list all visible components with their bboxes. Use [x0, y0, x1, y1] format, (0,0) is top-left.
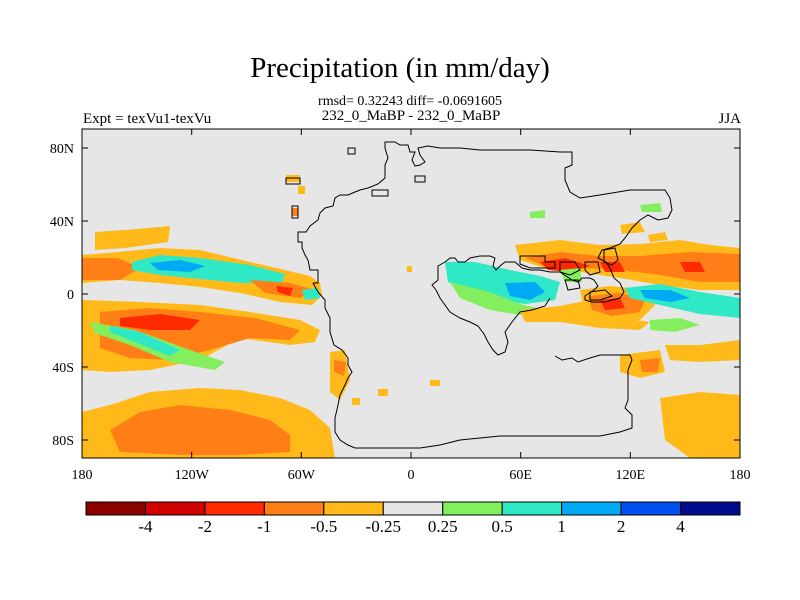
plot-subtitle: rmsd= 0.32243 diff= -0.0691605 — [318, 94, 502, 109]
colorbar-swatch — [680, 501, 741, 516]
x-tick-label: 120W — [175, 468, 210, 483]
y-axis — [82, 147, 740, 441]
x-axis — [81, 129, 741, 458]
y-tick-label: 0 — [67, 288, 74, 303]
anomaly-patch — [430, 380, 440, 386]
anomaly-patch — [407, 266, 412, 272]
colorbar-label: -4 — [138, 517, 153, 536]
colorbar-swatch — [620, 501, 682, 516]
colorbar-swatch — [501, 501, 563, 516]
anomaly-patch — [298, 186, 305, 194]
anomaly-patch — [150, 260, 205, 272]
x-tick-label: 60W — [288, 468, 316, 483]
anomaly-patch — [110, 405, 290, 455]
colorbar-label: 1 — [557, 517, 566, 536]
colorbar-label: 0.5 — [492, 517, 513, 536]
anomaly-patch — [650, 318, 700, 332]
anomaly-patch — [334, 360, 346, 376]
colorbar-label: 4 — [676, 517, 685, 536]
experiment-label: Expt = texVu1-texVu — [83, 111, 212, 127]
colorbar-swatch — [144, 501, 206, 516]
anomaly-patch — [665, 340, 740, 362]
colorbar-label: -0.25 — [366, 517, 401, 536]
colorbar-swatch — [85, 501, 146, 516]
map-plot-area — [82, 129, 740, 458]
colorbar-swatch — [204, 501, 265, 516]
colorbar-label: -2 — [198, 517, 212, 536]
x-tick-label: 0 — [408, 468, 415, 483]
colorbar-swatch — [382, 501, 444, 516]
anomaly-patch — [648, 232, 668, 242]
x-tick-label: 60E — [509, 468, 532, 483]
period-label: 232_0_MaBP - 232_0_MaBP — [321, 108, 501, 124]
coastlines — [285, 141, 673, 449]
anomaly-patch — [600, 298, 625, 310]
colorbar-label: 0.25 — [428, 517, 458, 536]
y-tick-label: 40S — [52, 361, 74, 376]
colorbar-label: -0.5 — [310, 517, 337, 536]
anomaly-patch — [600, 262, 625, 272]
anomaly-patch — [640, 358, 660, 372]
plot-title: Precipitation (in mm/day) — [250, 52, 550, 84]
anomaly-patch — [530, 210, 545, 218]
x-tick-label: 180 — [730, 468, 751, 483]
anomaly-patch — [680, 262, 705, 272]
colorbar-swatch — [561, 501, 622, 516]
anomaly-patch — [640, 203, 662, 212]
anomaly-patch — [292, 208, 298, 216]
anomaly-patch — [525, 252, 740, 282]
season-label: JJA — [718, 111, 741, 127]
y-tick-label: 80S — [52, 434, 74, 449]
x-tick-label: 180 — [72, 468, 93, 483]
anomaly-patch — [82, 258, 140, 280]
anomaly-patch — [505, 282, 545, 300]
colorbar-swatch — [323, 501, 384, 516]
anomaly-patch — [302, 288, 320, 300]
anomaly-patch — [110, 326, 180, 356]
colorbar: -4 -2 -1 -0.5 -0.25 0.25 0.5 1 2 4 — [85, 501, 741, 536]
anomaly-patch — [378, 389, 388, 396]
anomaly-patch — [276, 286, 293, 296]
colorbar-swatch — [442, 501, 503, 516]
anomaly-patch — [660, 392, 740, 458]
y-tick-label: 40N — [50, 215, 74, 230]
anomaly-patch — [640, 290, 690, 302]
colorbar-label: -1 — [257, 517, 271, 536]
x-tick-label: 120E — [616, 468, 646, 483]
anomaly-patch — [120, 314, 200, 330]
colorbar-swatch — [263, 501, 325, 516]
anomaly-patch — [95, 226, 170, 250]
anomaly-patch — [352, 398, 360, 405]
anomaly-patch — [450, 282, 545, 315]
colorbar-label: 2 — [617, 517, 626, 536]
y-tick-label: 80N — [50, 142, 74, 157]
